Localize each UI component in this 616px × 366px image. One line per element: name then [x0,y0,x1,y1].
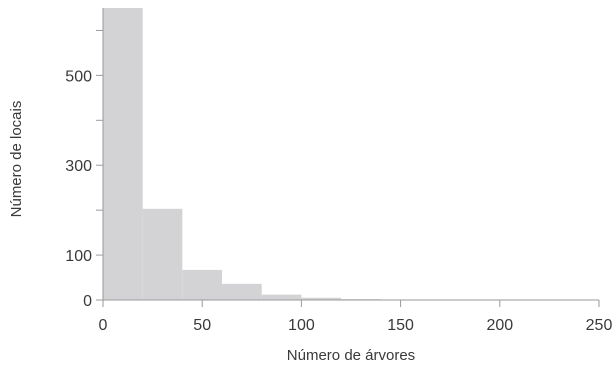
y-tick-label-300: 300 [65,158,92,175]
x-tick-label-200: 200 [486,317,513,334]
x-axis-label: Número de árvores [287,347,415,364]
histogram-bar-5 [301,297,342,300]
y-tick-label-100: 100 [65,248,92,265]
x-tick-label-250: 250 [586,317,613,334]
tick-labels: 0 50 100 150 200 250 0 100 300 500 [65,68,612,334]
x-tick-label-100: 100 [288,317,315,334]
x-tick-label-50: 50 [193,317,211,334]
y-tick-label-0: 0 [83,293,92,310]
y-axis-label: Número de locais [8,101,25,218]
histogram-bar-2 [182,269,223,300]
x-tick-label-150: 150 [387,317,414,334]
y-tick-label-500: 500 [65,68,92,85]
x-tick-label-0: 0 [99,317,108,334]
histogram-bar-1 [142,208,183,300]
histogram-bar-4 [261,294,302,300]
histogram-bar-3 [222,283,262,300]
histogram-bar-0 [103,8,143,300]
axes [96,8,600,307]
histogram-bars [103,8,599,300]
